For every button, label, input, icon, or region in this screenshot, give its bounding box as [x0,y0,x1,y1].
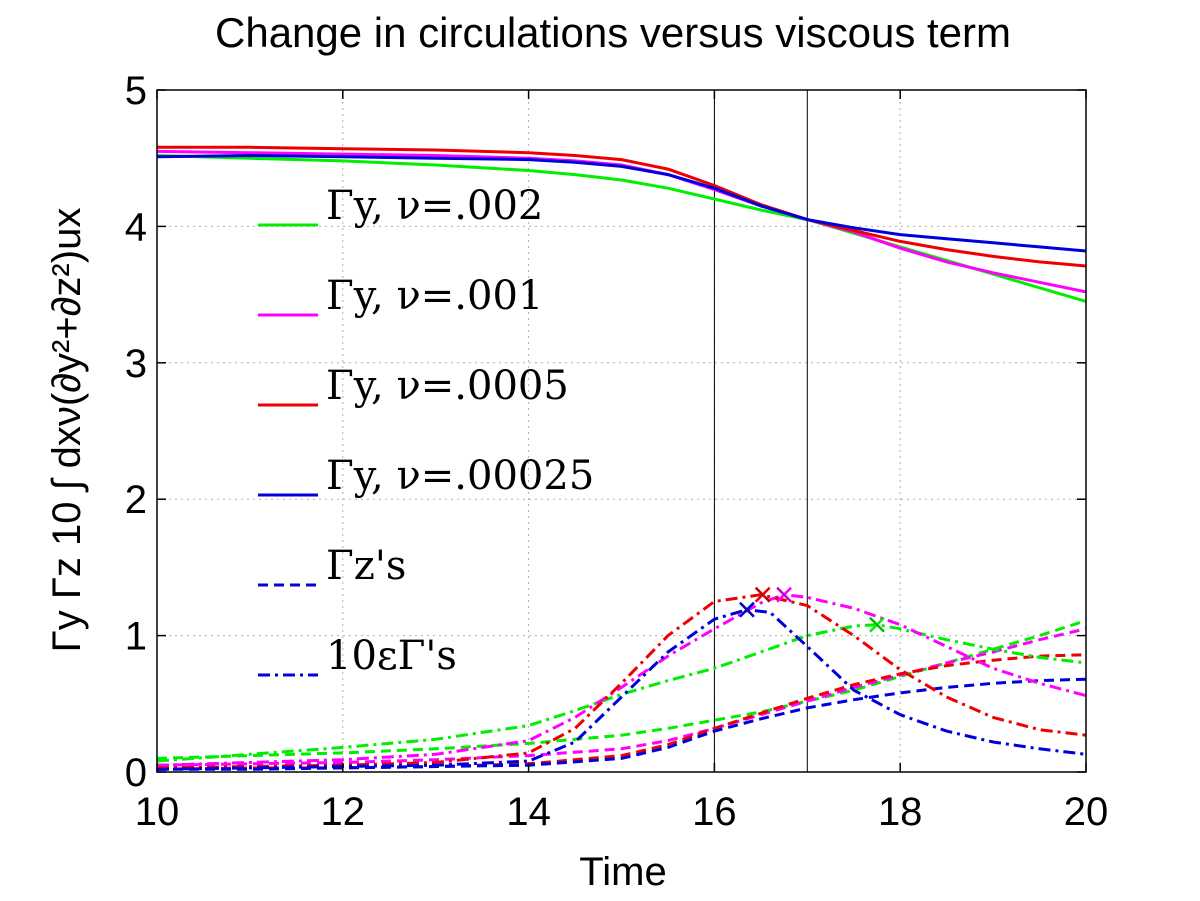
y-tick-label: 4 [125,205,147,249]
series-line-5 [156,627,1087,767]
y-tick-label: 2 [125,478,147,522]
legend-label-2: Γy, ν=.0005 [326,363,569,409]
series-line-9 [156,593,1087,767]
peak-marker-0 [739,601,755,618]
y-axis-label: Γy Γz 10 ∫ dxν(∂y²+∂z²)ux [45,208,89,653]
series-line-4 [156,619,1087,760]
peak-marker-outline [739,602,755,618]
plot-series [156,145,1087,771]
x-tick-label: 18 [878,790,923,834]
y-tick-label: 0 [125,751,147,795]
peak-marker-3 [869,616,885,633]
series-line-0 [156,154,1087,303]
y-tick-label: 3 [125,342,147,386]
chart-title: Change in circulations versus viscous te… [215,9,1011,56]
peak-marker-outline [755,587,771,603]
series-line-2 [157,145,1087,268]
legend-label-0: Γy, ν=.002 [326,183,543,229]
peak-markers [739,586,885,633]
peak-marker-2 [776,586,792,603]
series-line-11 [156,608,1087,771]
x-axis-label: Time [579,850,666,894]
peak-marker-outline [869,617,885,633]
peak-marker-outline [776,587,792,603]
legend-label-5: 10εΓ's [326,633,457,679]
series-line-10 [156,593,1087,770]
x-tick-label: 20 [1064,790,1109,834]
x-tick-label: 14 [506,790,551,834]
series-line-6 [156,653,1087,771]
legend-label-3: Γy, ν=.00025 [326,453,594,499]
series-line-8 [156,623,1087,763]
x-tick-label: 12 [321,790,366,834]
legend-label-4: Γz's [326,543,406,589]
x-tick-label: 10 [135,790,180,834]
plot-frame [156,89,1087,773]
y-tick-label: 5 [125,69,147,113]
legend-label-1: Γy, ν=.001 [326,273,543,319]
vertical-reference-lines [713,90,808,772]
series-line-3 [156,154,1087,253]
legend: Γy, ν=.002 Γy, ν=.001 Γy, ν=.0005 Γy, ν=.00… [258,183,594,679]
series-line-1 [156,149,1087,294]
peak-marker-1 [754,586,771,603]
x-tick-label: 16 [692,790,737,834]
grid [156,89,1087,773]
y-tick-label: 1 [125,615,147,659]
